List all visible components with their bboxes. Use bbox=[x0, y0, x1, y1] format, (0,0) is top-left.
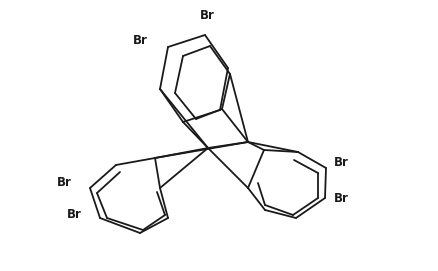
Text: Br: Br bbox=[333, 192, 348, 205]
Text: Br: Br bbox=[67, 208, 82, 221]
Text: Br: Br bbox=[199, 9, 214, 22]
Text: Br: Br bbox=[133, 34, 148, 47]
Text: Br: Br bbox=[57, 176, 72, 189]
Text: Br: Br bbox=[333, 156, 348, 169]
